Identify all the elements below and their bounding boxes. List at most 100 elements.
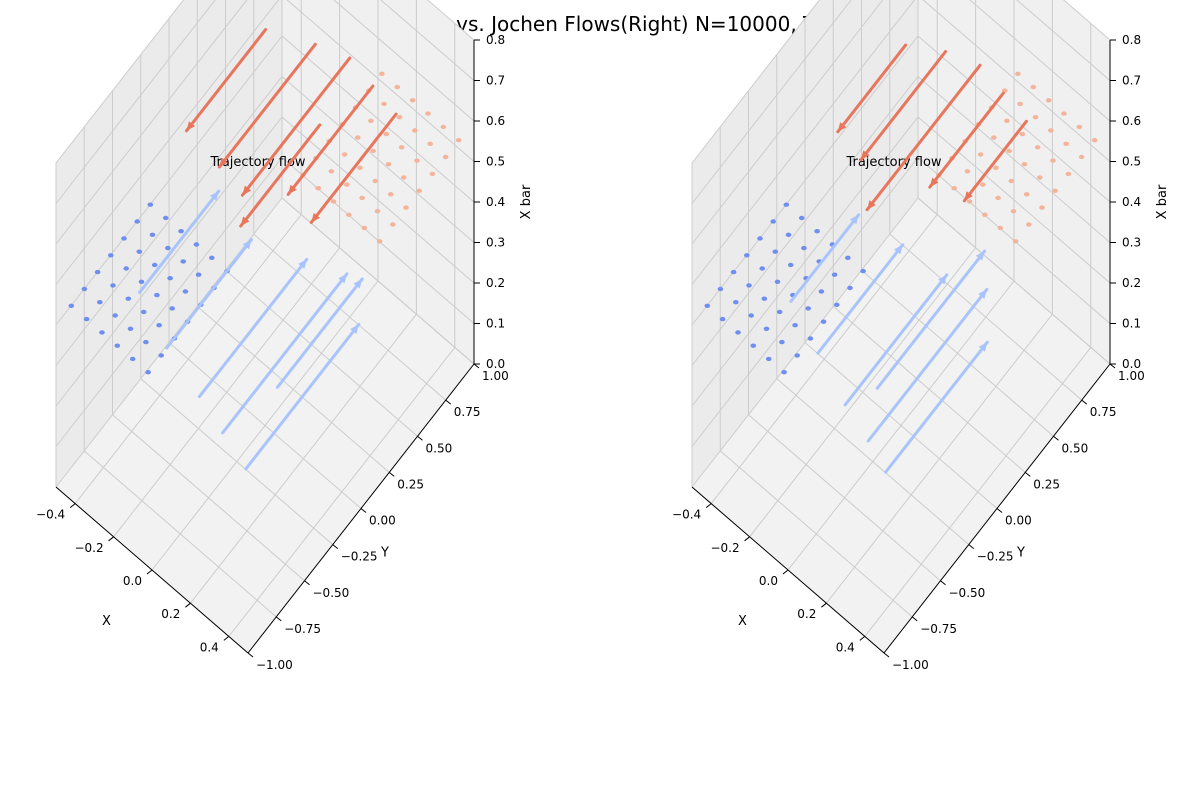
flow-point-red: [394, 84, 401, 90]
y-tick: [940, 580, 946, 586]
flow-arrow: [275, 277, 364, 389]
flow-point-red: [390, 222, 396, 227]
flow-point-red: [1061, 111, 1067, 116]
flow-point-blue: [145, 370, 151, 375]
flow-arrow: [865, 63, 982, 212]
y-tick: [304, 580, 310, 586]
flow-arrow-head: [219, 157, 228, 168]
gridline-z-right: [281, 116, 475, 284]
y-tick-label: −0.75: [920, 622, 957, 636]
x-tick: [744, 536, 750, 542]
flow-point-red: [1052, 188, 1058, 193]
z-tick-label: 0.1: [1122, 317, 1141, 331]
flow-point-blue: [787, 262, 794, 268]
flow-point-blue: [831, 272, 838, 277]
flow-arrow-head: [288, 184, 297, 195]
flow-point-blue: [805, 306, 811, 311]
flow-point-blue: [770, 219, 776, 224]
y-tick: [968, 544, 975, 550]
x-tick-label: 0.4: [200, 640, 219, 654]
flow-point-blue: [759, 266, 765, 271]
flow-arrow: [928, 91, 1005, 189]
flow-point-red: [1015, 71, 1021, 77]
x-axis-label: X: [102, 614, 111, 629]
z-axis-label: X bar: [519, 184, 534, 219]
y-tick: [332, 544, 339, 550]
y-tick: [1053, 435, 1059, 441]
flow-arrow-head: [242, 185, 252, 196]
flow-point-blue: [719, 316, 726, 322]
gridline-z-left: [55, 0, 216, 204]
flow-arrow-head: [298, 259, 307, 269]
y-tick-label: −1.00: [256, 658, 293, 672]
x-axis-label: X: [738, 614, 747, 629]
gridline-z-right: [380, 0, 475, 81]
gridline-y-floor: [168, 342, 362, 509]
flow-arrow: [884, 340, 989, 474]
flow-point-blue: [182, 289, 189, 294]
flow-arrow-head: [964, 191, 973, 201]
flow-point-red: [357, 165, 363, 170]
flow-arrow: [309, 112, 398, 224]
flow-point-red: [1030, 84, 1037, 90]
flow-point-blue: [165, 245, 171, 251]
flow-arrow: [138, 189, 221, 294]
flow-point-red: [359, 195, 365, 201]
flow-point-blue: [180, 259, 186, 264]
flow-point-blue: [140, 309, 147, 315]
flow-arrow: [962, 119, 1028, 203]
left-3d-plot: −0.4 −0.2 0.0 0.2 0.4 −1.00 −0.75 −0.50 −0.25 0.0…: [36, 0, 534, 672]
gridline-z-left: [691, 0, 852, 204]
flow-point-red: [355, 135, 361, 140]
gridline-y-floor: [861, 269, 1054, 437]
flow-arrow-head: [860, 150, 870, 160]
flow-arrow-head: [240, 216, 250, 227]
z-tick-label: 0.5: [1122, 155, 1141, 169]
flow-point-blue: [136, 249, 143, 254]
flow-point-blue: [81, 286, 88, 292]
flow-arrow: [789, 213, 861, 303]
x-tick: [782, 569, 789, 575]
flow-point-red: [1021, 162, 1028, 167]
flow-point-red: [344, 182, 350, 187]
z-tick-label: 0.5: [486, 155, 505, 169]
flow-point-red: [995, 195, 1001, 201]
x-tick: [185, 602, 191, 608]
gridline-z-left: [55, 0, 248, 245]
flow-point-blue: [143, 339, 149, 345]
y-tick-label: 1.00: [1118, 369, 1145, 383]
data-marks: [704, 43, 1098, 474]
y-tick: [247, 652, 254, 658]
gridline-z-left: [55, 76, 283, 366]
flow-point-blue: [794, 353, 800, 358]
x-tick: [859, 636, 866, 641]
flow-arrow-head: [894, 244, 903, 255]
gridline-y-floor: [719, 450, 913, 618]
gridline-z-left: [691, 197, 919, 488]
flow-point-blue: [765, 356, 772, 362]
flow-arrow: [217, 42, 317, 169]
flow-point-blue: [156, 323, 162, 328]
z-tick-label: 0.6: [486, 114, 505, 128]
flow-arrow: [859, 50, 948, 162]
flow-point-blue: [129, 356, 136, 362]
flow-point-blue: [704, 303, 711, 308]
flow-point-red: [1045, 98, 1052, 103]
z-tick-label: 0.3: [1122, 236, 1141, 250]
gridline-z-left: [691, 0, 821, 164]
flow-point-red: [425, 111, 431, 116]
flow-arrow: [244, 322, 361, 471]
flow-point-red: [1065, 171, 1072, 177]
x-tick-label: 0.0: [123, 574, 142, 588]
flow-point-red: [370, 148, 376, 154]
x-tick: [705, 503, 712, 508]
flow-point-blue: [798, 215, 805, 221]
x-tick-label: −0.4: [36, 508, 65, 522]
flow-point-blue: [68, 303, 75, 308]
flow-arrow-head: [311, 212, 320, 223]
flow-point-blue: [847, 285, 853, 291]
flow-arrow-head: [978, 289, 987, 299]
flow-point-red: [964, 169, 971, 174]
gridline-z-left: [55, 197, 283, 488]
x-tick-label: 0.0: [759, 574, 778, 588]
